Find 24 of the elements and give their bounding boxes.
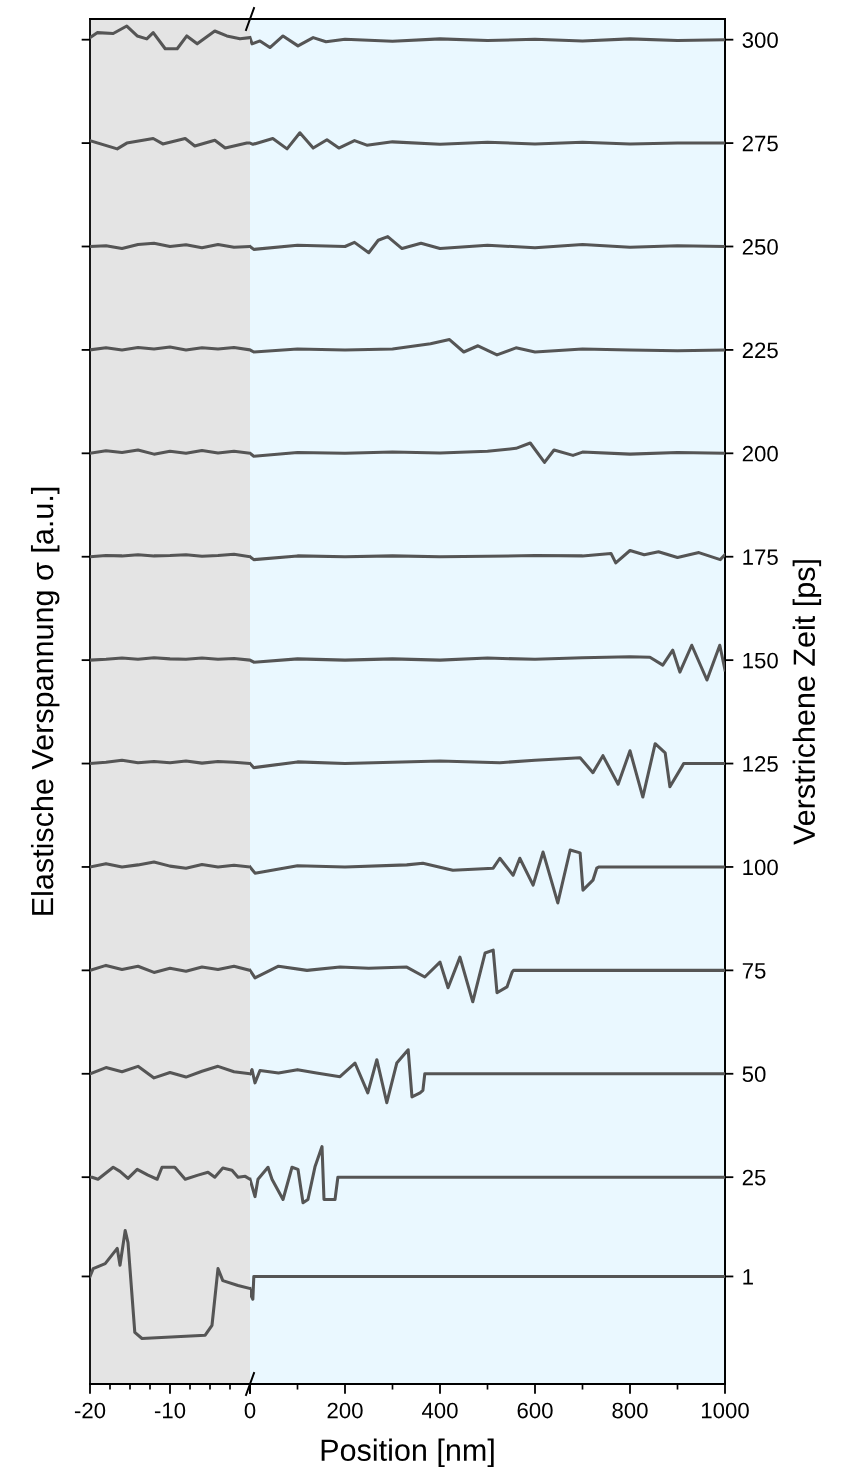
y2-tick-label: 150 bbox=[743, 652, 778, 669]
x-tick-label: -10 bbox=[154, 1402, 186, 1419]
y-axis-title: Elastische Verspannung σ [a.u.] bbox=[30, 487, 60, 915]
x-axis-title: Position [nm] bbox=[321, 1438, 494, 1468]
x-tick-label: 0 bbox=[244, 1402, 256, 1419]
y2-tick-label: 175 bbox=[743, 549, 778, 565]
y2-tick-label: 200 bbox=[742, 445, 778, 462]
y2-tick-label: 275 bbox=[742, 135, 778, 152]
y2-tick-label: 1 bbox=[743, 1269, 753, 1285]
x-tick-label: 600 bbox=[517, 1402, 553, 1419]
y2-tick-label: 250 bbox=[742, 239, 778, 255]
y2-tick-label: 75 bbox=[742, 963, 766, 979]
y2-tick-label: 125 bbox=[743, 756, 778, 772]
y2-tick-label: 50 bbox=[742, 1066, 766, 1083]
x-tick-label: 200 bbox=[327, 1402, 363, 1419]
y2-tick-label: 25 bbox=[742, 1169, 766, 1186]
y2-tick-label: 300 bbox=[742, 32, 778, 48]
y2-tick-label: 225 bbox=[742, 342, 778, 359]
x-tick-label: 800 bbox=[612, 1402, 648, 1419]
y2-tick-label: 100 bbox=[743, 859, 778, 876]
x-tick-label: 400 bbox=[421, 1402, 458, 1419]
x-tick-label: 1000 bbox=[701, 1402, 749, 1419]
x-tick-label: -20 bbox=[74, 1402, 106, 1419]
y2-axis-title: Verstrichene Zeit [ps] bbox=[792, 560, 822, 845]
